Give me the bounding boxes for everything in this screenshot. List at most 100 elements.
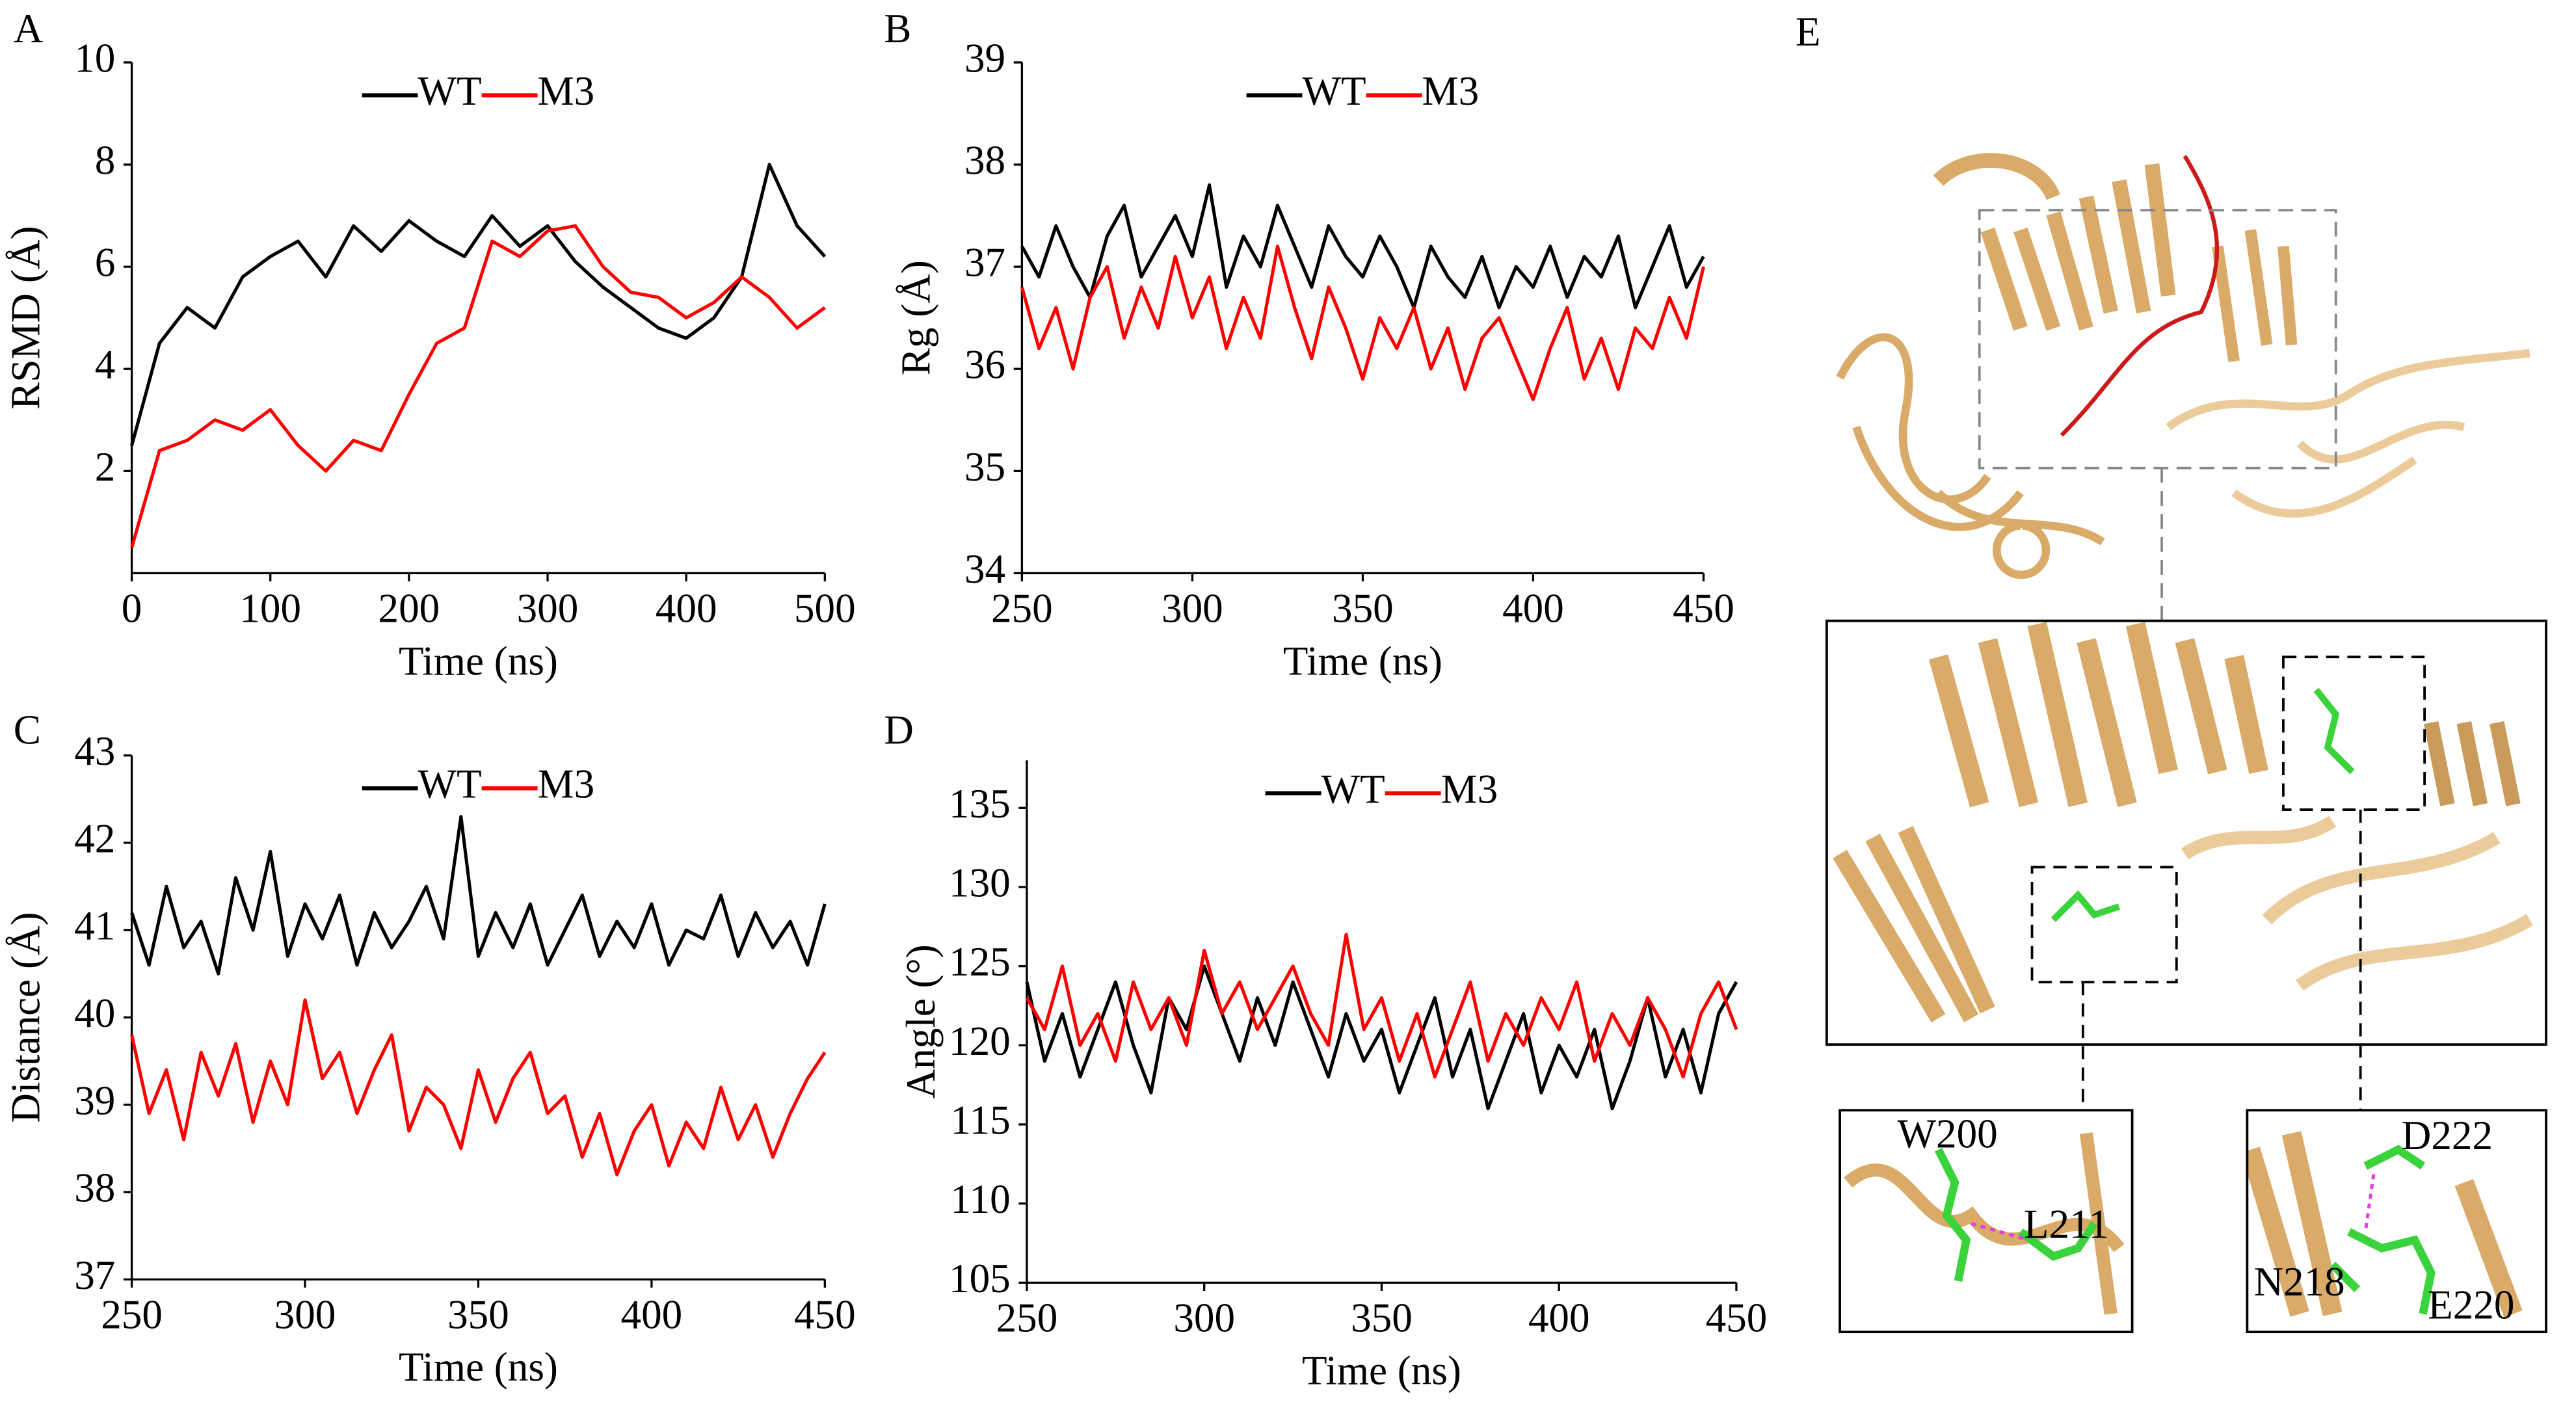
y-tick-label: 120 <box>949 1018 1011 1064</box>
y-tick-label: 36 <box>964 342 1005 388</box>
x-tick-label: 400 <box>1502 585 1564 631</box>
y-tick-label: 135 <box>949 781 1011 827</box>
data-line <box>130 815 827 975</box>
panel-label: B <box>884 6 911 51</box>
chart: B 34 35 36 37 38 39 250 300 350 400 450 Time (ns) Rg … <box>884 6 1734 683</box>
panel-label: A <box>14 6 44 51</box>
x-axis-label: Time (ns) <box>1283 638 1442 683</box>
y-tick-label: 42 <box>74 816 115 861</box>
panel-label: E <box>1796 9 1821 55</box>
x-tick-label: 400 <box>621 1292 683 1337</box>
x-tick-label: 300 <box>274 1292 336 1337</box>
y-tick-label: 4 <box>95 342 116 388</box>
legend-label: M3 <box>1422 68 1479 114</box>
y-tick-label: 115 <box>950 1098 1010 1143</box>
y-tick-label: 38 <box>74 1165 115 1211</box>
structure-panel: E <box>1796 9 2547 1334</box>
x-tick-label: 300 <box>1162 585 1223 631</box>
data-line <box>1020 245 1705 401</box>
x-tick-label: 300 <box>517 585 579 631</box>
y-axis-label: Distance (Å) <box>3 912 48 1122</box>
y-tick-label: 130 <box>949 860 1011 905</box>
x-tick-label: 350 <box>1351 1295 1413 1340</box>
y-tick-label: 125 <box>949 939 1011 985</box>
chart: C 37 38 39 40 41 42 43 250 300 350 400 450 Time (ns) D… <box>3 707 855 1390</box>
y-tick-label: 6 <box>95 240 116 285</box>
site-boxes <box>2030 656 2426 1111</box>
protein-zoom <box>1826 620 2547 1045</box>
site-detail-2 <box>2247 1131 2523 1318</box>
x-axis-label: Time (ns) <box>1302 1347 1461 1393</box>
y-tick-label: 110 <box>950 1176 1010 1222</box>
panel-label: C <box>14 707 41 752</box>
x-tick-label: 400 <box>656 585 717 631</box>
y-tick-label: 41 <box>74 903 115 949</box>
y-tick-label: 39 <box>74 1078 115 1123</box>
y-tick-label: 40 <box>74 990 115 1036</box>
inset-frame <box>2246 1109 2547 1334</box>
y-axis-label: Rg (Å) <box>893 260 938 375</box>
y-axis-label: Angle (°) <box>898 944 944 1098</box>
legend-label: M3 <box>1441 766 1498 812</box>
y-tick-label: 8 <box>95 138 116 183</box>
data-line <box>1020 183 1705 310</box>
y-tick-label: 2 <box>95 444 116 490</box>
x-tick-label: 400 <box>1528 1295 1590 1340</box>
legend: WT M3 <box>362 762 595 807</box>
x-tick-label: 300 <box>1173 1295 1235 1340</box>
x-axis-label: Time (ns) <box>399 638 558 683</box>
residue-label: N218 <box>2253 1259 2344 1305</box>
y-tick-label: 38 <box>964 138 1005 183</box>
legend-label: WT <box>1321 766 1385 812</box>
residue-label: D222 <box>2402 1113 2493 1158</box>
x-tick-label: 450 <box>794 1292 856 1337</box>
protein-overview <box>1836 153 2530 579</box>
x-tick-label: 350 <box>1332 585 1394 631</box>
y-tick-label: 43 <box>74 728 115 774</box>
residue-label: L211 <box>2024 1202 2109 1247</box>
legend-label: M3 <box>538 762 595 807</box>
y-tick-label: 37 <box>964 240 1005 285</box>
x-tick-label: 250 <box>101 1292 163 1337</box>
y-tick-label: 37 <box>74 1253 115 1298</box>
y-axis-label: RSMD (Å) <box>3 226 48 410</box>
x-tick-label: 250 <box>996 1295 1058 1340</box>
legend: WT M3 <box>1246 68 1479 114</box>
inset-frame <box>1839 1109 2134 1334</box>
data-line <box>1025 964 1738 1111</box>
legend-label: WT <box>418 68 482 114</box>
loop-highlight <box>2060 155 2220 437</box>
x-axis-label: Time (ns) <box>399 1344 558 1390</box>
chart: D 105 110 115 120 125 130 135 250 300 350 400 450 Tim… <box>884 707 1767 1393</box>
x-tick-label: 250 <box>991 585 1053 631</box>
data-line <box>1025 933 1738 1079</box>
legend: WT M3 <box>1265 766 1498 812</box>
x-tick-label: 450 <box>1706 1295 1768 1340</box>
legend-label: WT <box>1302 68 1366 114</box>
y-tick-label: 34 <box>964 546 1005 592</box>
data-line <box>130 163 827 446</box>
x-tick-label: 350 <box>447 1292 509 1337</box>
x-tick-label: 450 <box>1673 585 1734 631</box>
residue-label: W200 <box>1897 1111 1997 1157</box>
x-tick-label: 100 <box>239 585 301 631</box>
y-tick-label: 10 <box>74 35 115 81</box>
panel-label: D <box>884 707 914 752</box>
data-line <box>130 998 827 1176</box>
legend: WT M3 <box>362 68 595 114</box>
x-tick-label: 500 <box>794 585 856 631</box>
x-tick-label: 0 <box>122 585 142 631</box>
site-detail-1 <box>1844 1132 2125 1315</box>
y-tick-label: 39 <box>964 35 1005 81</box>
y-tick-label: 105 <box>949 1256 1011 1301</box>
data-line <box>130 224 826 548</box>
zoom-frame <box>1825 619 2547 1046</box>
residue-label: E220 <box>2428 1282 2514 1327</box>
y-tick-label: 35 <box>964 444 1005 490</box>
legend-label: M3 <box>538 68 595 114</box>
legend-label: WT <box>418 762 482 807</box>
zoom-box <box>1978 209 2337 470</box>
x-tick-label: 200 <box>378 585 440 631</box>
